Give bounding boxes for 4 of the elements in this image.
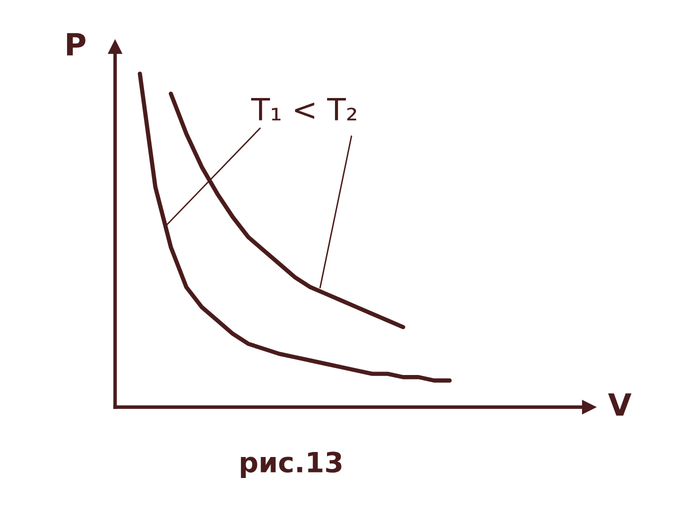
y-axis-title: P <box>67 33 86 56</box>
annotation: T₁ < T₂ <box>251 98 356 120</box>
text: рис.13 <box>240 452 342 478</box>
x-axis-title: V <box>608 393 632 416</box>
